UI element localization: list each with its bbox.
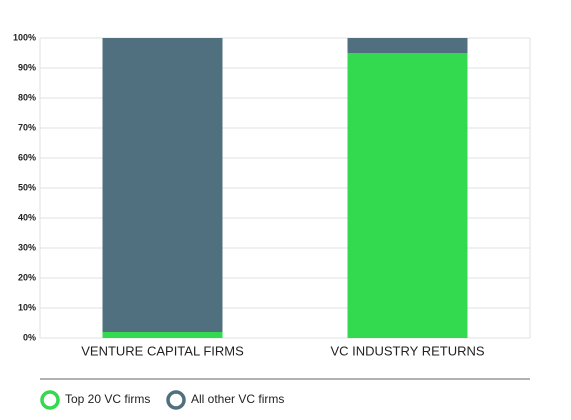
y-tick-label: 40% — [18, 212, 36, 222]
y-tick-label: 100% — [13, 32, 36, 42]
x-tick-label: VENTURE CAPITAL FIRMS — [81, 343, 244, 358]
legend-swatch — [166, 390, 186, 410]
legend-label: All other VC firms — [191, 392, 284, 406]
y-tick-label: 10% — [18, 302, 36, 312]
y-tick-label: 0% — [23, 332, 36, 342]
bar-segment — [347, 38, 468, 53]
bar-segment — [347, 53, 468, 338]
bar-segment — [102, 332, 223, 338]
x-tick-label: VC INDUSTRY RETURNS — [330, 343, 484, 358]
y-tick-label: 80% — [18, 92, 36, 102]
y-tick-label: 20% — [18, 272, 36, 282]
y-tick-label: 60% — [18, 152, 36, 162]
bar-segment — [102, 38, 223, 332]
y-tick-label: 90% — [18, 62, 36, 72]
y-tick-label: 30% — [18, 242, 36, 252]
y-tick-label: 70% — [18, 122, 36, 132]
y-tick-label: 50% — [18, 182, 36, 192]
legend-label: Top 20 VC firms — [65, 392, 150, 406]
legend-swatch — [40, 390, 60, 410]
